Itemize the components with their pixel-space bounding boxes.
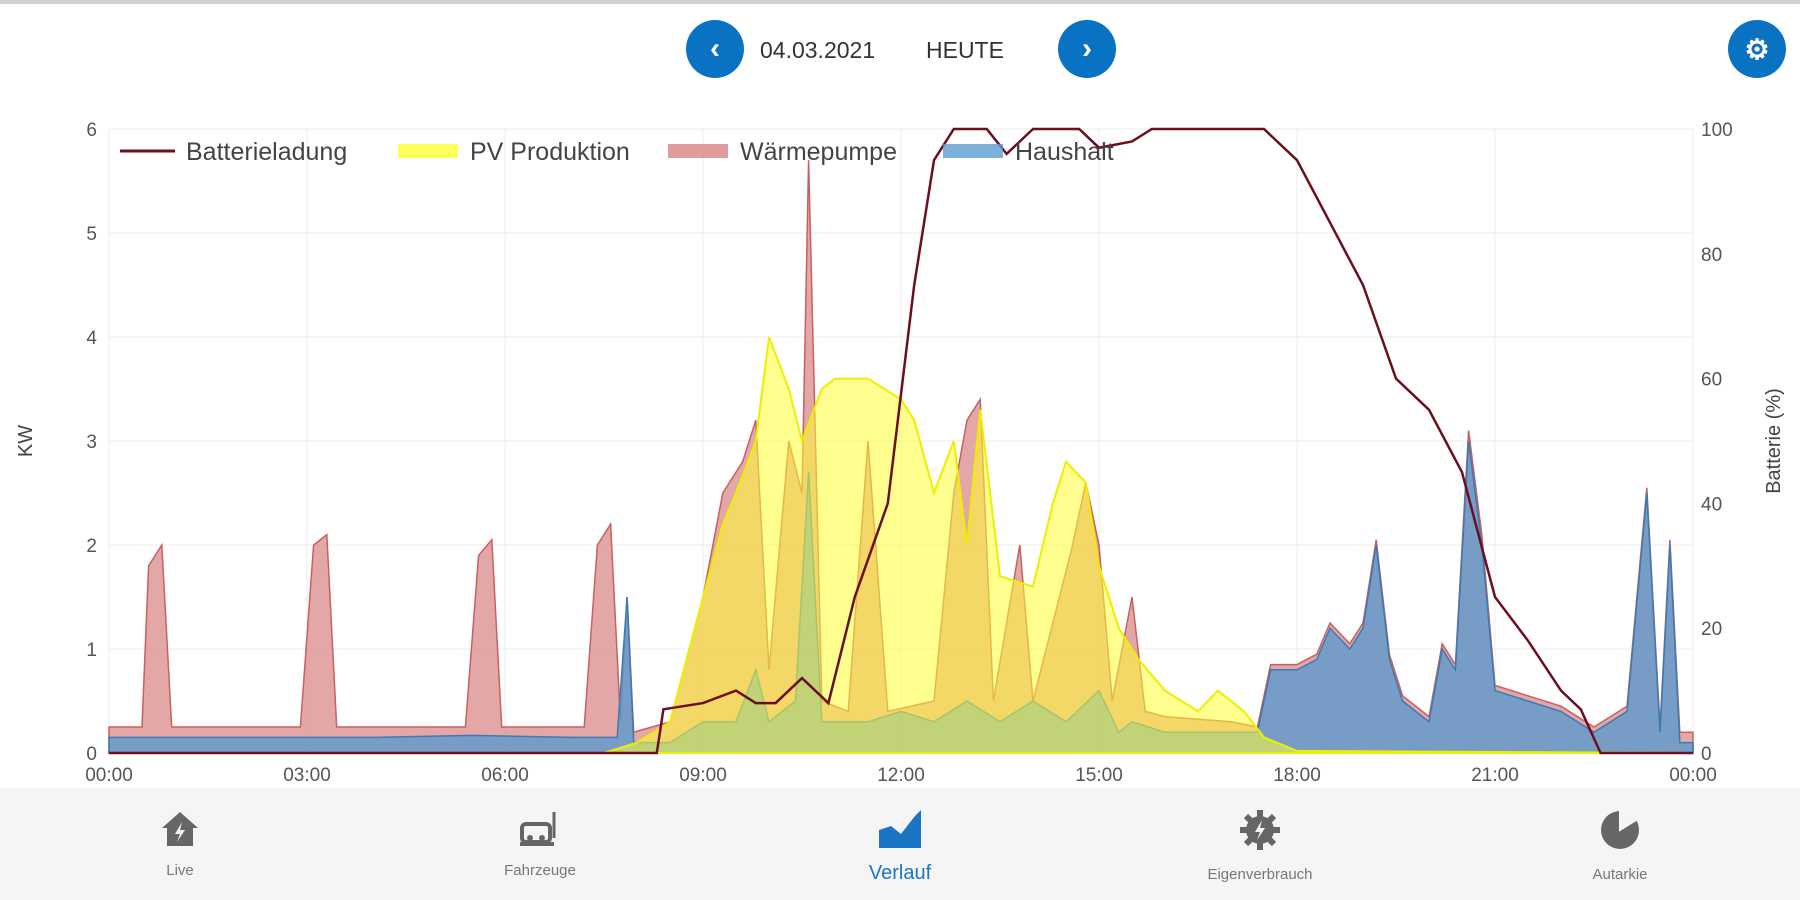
y-axis-label: KW <box>15 425 37 457</box>
y2-axis-label: Batterie (%) <box>1763 388 1785 494</box>
chevron-left-icon: ‹ <box>710 32 720 65</box>
x-tick-label: 00:00 <box>85 765 133 786</box>
area-chart-icon <box>879 810 921 848</box>
nav-eigenverbrauch[interactable]: Eigenverbrauch <box>1080 788 1440 900</box>
legend-swatch <box>398 144 458 158</box>
gear-bolt-icon <box>1240 810 1280 850</box>
nav-live[interactable]: Live <box>0 788 360 900</box>
series-pv-area <box>109 336 1694 754</box>
today-button[interactable]: HEUTE <box>926 37 1004 63</box>
y2-tick-label: 20 <box>1701 619 1722 640</box>
nav-label: Live <box>166 862 194 879</box>
legend-label: PV Produktion <box>470 138 630 166</box>
next-day-button[interactable]: › <box>1058 20 1116 78</box>
nav-autarkie[interactable]: Autarkie <box>1440 788 1800 900</box>
x-tick-label: 12:00 <box>877 765 925 786</box>
pie-chart-icon <box>1601 809 1639 849</box>
x-tick-label: 15:00 <box>1075 765 1123 786</box>
date-header: ‹ 04.03.2021 HEUTE › ⚙ <box>0 20 1800 80</box>
x-tick-label: 21:00 <box>1471 765 1519 786</box>
legend-label: Haushalt <box>1015 138 1114 166</box>
settings-button[interactable]: ⚙ <box>1728 20 1786 78</box>
y-tick-label: 3 <box>86 432 97 453</box>
x-tick-label: 03:00 <box>283 765 331 786</box>
nav-label: Eigenverbrauch <box>1207 866 1313 883</box>
x-tick-label: 00:00 <box>1669 765 1717 786</box>
x-tick-label: 06:00 <box>481 765 529 786</box>
y2-tick-label: 0 <box>1701 744 1712 765</box>
legend-swatch <box>668 144 728 158</box>
chevron-right-icon: › <box>1082 32 1092 65</box>
prev-day-button[interactable]: ‹ <box>686 20 744 78</box>
y-tick-label: 0 <box>86 744 97 765</box>
legend-label: Wärmepumpe <box>740 138 897 166</box>
legend-label: Batterieladung <box>186 138 347 166</box>
gear-icon: ⚙ <box>1744 33 1770 65</box>
nav-label: Autarkie <box>1592 866 1648 883</box>
nav-label: Verlauf <box>868 862 932 884</box>
x-tick-label: 18:00 <box>1273 765 1321 786</box>
y2-tick-label: 80 <box>1701 245 1722 266</box>
nav-verlauf[interactable]: Verlauf <box>720 788 1080 900</box>
x-tick-label: 09:00 <box>679 765 727 786</box>
nav-fahrzeuge[interactable]: Fahrzeuge <box>360 788 720 900</box>
bottom-navigation: Live Fahrzeuge Verlauf Eigenverbrauch Au… <box>0 788 1800 900</box>
y2-tick-label: 60 <box>1701 370 1722 391</box>
top-border <box>0 0 1800 4</box>
nav-label: Fahrzeuge <box>504 862 576 879</box>
legend-swatch <box>943 144 1003 158</box>
y-tick-label: 1 <box>86 640 97 661</box>
y-tick-label: 4 <box>86 328 97 349</box>
current-date: 04.03.2021 <box>760 37 876 63</box>
ev-charger-icon <box>520 812 556 846</box>
house-bolt-icon <box>162 812 198 846</box>
y-tick-label: 6 <box>86 120 97 141</box>
y-tick-label: 2 <box>86 536 97 557</box>
y2-tick-label: 40 <box>1701 494 1722 515</box>
y-tick-label: 5 <box>86 224 97 245</box>
y2-tick-label: 100 <box>1701 120 1733 141</box>
series-batterie-line <box>109 127 1693 755</box>
